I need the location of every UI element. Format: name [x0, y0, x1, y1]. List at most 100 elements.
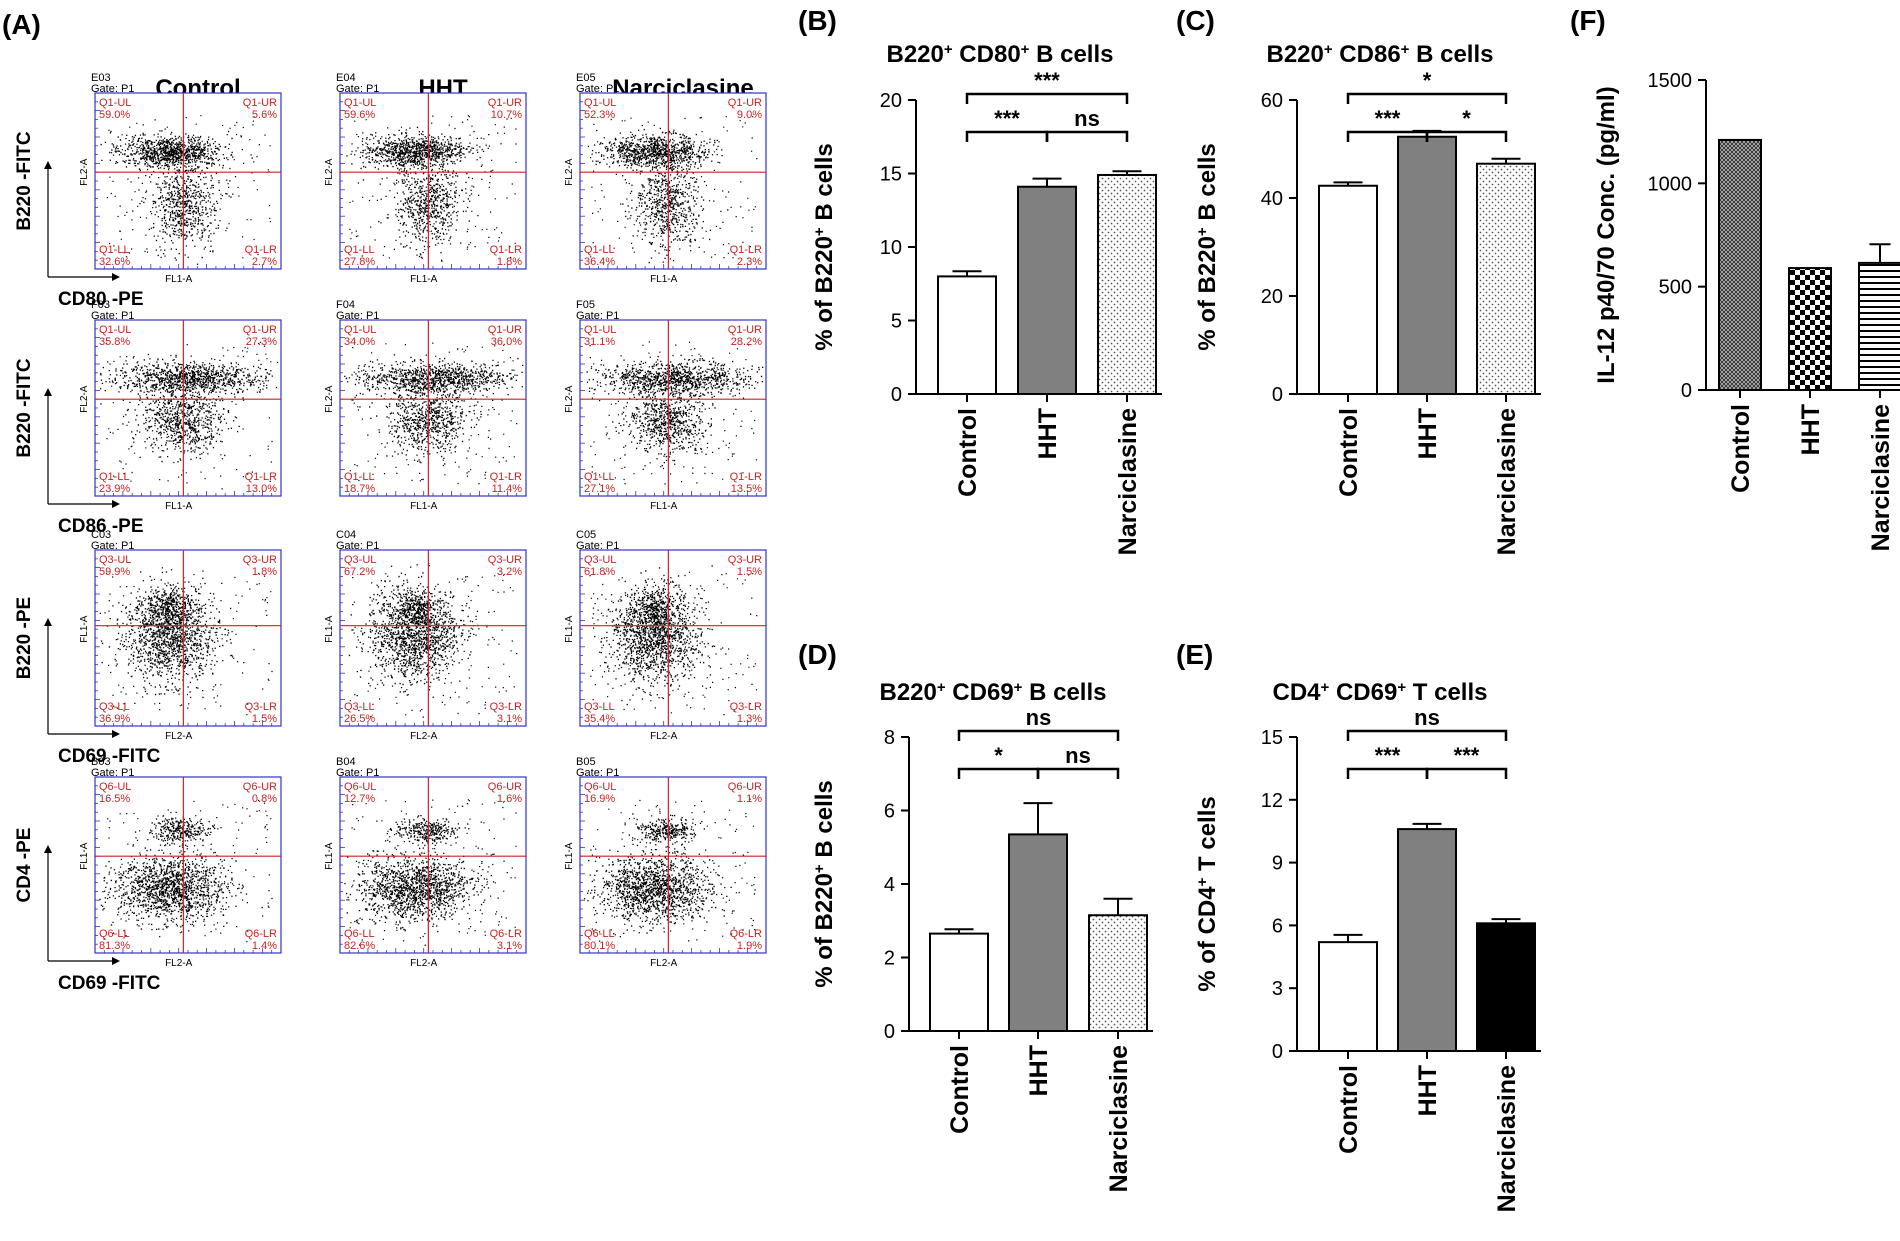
y-marker-label: B220 -FITC [14, 358, 35, 458]
quadrant-ul-name: Q1-UL [99, 324, 131, 336]
quadrant-ur-value: 3.2% [497, 566, 522, 578]
y-axis-label: IL-12 p40/70 Conc. (pg/ml) [1593, 86, 1620, 383]
panel-label-b: (B) [798, 5, 837, 36]
x-marker-label: CD86 -PE [58, 516, 144, 537]
text-part: % of B220 [811, 236, 838, 351]
quadrant-lr-value: 13.5% [731, 483, 762, 495]
bar-control [929, 932, 989, 1032]
text-part: B cells [1022, 679, 1106, 706]
significance-label: * [1423, 68, 1432, 93]
quadrant-ll-value: 18.7% [344, 483, 375, 495]
chart-title: CD4+ CD69+ T cells [1273, 679, 1488, 707]
category-label: HHT [1034, 408, 1062, 459]
superscript: + [944, 41, 953, 58]
y-channel-label: FL2-A [564, 158, 575, 186]
y-axis-label: % of CD4+ T cells [1194, 796, 1222, 991]
quadrant-ll-name: Q6-LL [344, 928, 375, 940]
y-tick-label: 8 [884, 727, 895, 749]
quadrant-ur-name: Q1-UR [488, 97, 522, 109]
text-part: % of B220 [1194, 236, 1221, 351]
quadrant-ll-name: Q6-LL [584, 928, 615, 940]
significance-label: *** [1375, 743, 1401, 768]
arrow-head [112, 500, 120, 508]
significance-bracket [1045, 130, 1129, 142]
quadrant-ll-name: Q1-LL [584, 471, 615, 483]
quadrant-ur-name: Q1-UR [728, 97, 762, 109]
y-tick-label: 0 [1272, 384, 1283, 406]
panel-label-c: (C) [1176, 5, 1215, 36]
gate-label: Gate: P1 [91, 310, 134, 322]
bar-hht [1008, 833, 1068, 1033]
quadrant-ur-name: Q3-UR [243, 554, 277, 566]
category-label: HHT [1414, 408, 1442, 459]
significance-bracket [1425, 767, 1508, 779]
quadrant-lr-name: Q3-LR [245, 701, 277, 713]
y-channel-label: FL2-A [79, 158, 90, 186]
bar-hht [1788, 267, 1832, 392]
quadrant-ll-name: Q3-LL [584, 701, 615, 713]
quadrant-ll-name: Q1-LL [99, 244, 130, 256]
y-tick-label: 15 [1261, 727, 1283, 749]
y-channel-label: FL2-A [79, 385, 90, 413]
text-part: IL-12 p40/70 Conc. (pg/ml) [1593, 86, 1620, 383]
y-axis-label: % of B220+ B cells [811, 143, 839, 351]
quadrant-ul-value: 34.0% [344, 336, 375, 348]
superscript: + [1324, 41, 1333, 58]
superscript: + [811, 864, 828, 873]
quadrant-lr-value: 1.9% [737, 940, 762, 952]
quadrant-lr-name: Q6-LR [490, 928, 522, 940]
significance-label: * [994, 743, 1003, 768]
quadrant-ll-name: Q1-LL [344, 471, 375, 483]
significance-bracket [1425, 130, 1508, 142]
quadrant-ul-name: Q1-UL [584, 97, 616, 109]
superscript: + [1401, 41, 1410, 58]
quadrant-ul-value: 31.1% [584, 336, 615, 348]
quadrant-ll-name: Q3-LL [99, 701, 130, 713]
y-tick-label: 20 [1261, 286, 1283, 308]
quadrant-ul-name: Q3-UL [584, 554, 616, 566]
significance-bracket [1346, 729, 1508, 741]
y-marker-label: B220 -FITC [14, 131, 35, 231]
quadrant-ur-value: 9.0% [737, 109, 762, 121]
quadrant-ur-name: Q6-UR [728, 781, 762, 793]
y-tick-label: 20 [880, 90, 902, 112]
sample-id: F04 [336, 299, 355, 311]
quadrant-lr-value: 2.7% [252, 256, 277, 268]
y-tick-label: 5 [891, 311, 902, 333]
sample-id: B04 [336, 756, 356, 768]
y-tick-label: 4 [884, 874, 895, 896]
bar-hht [1397, 135, 1457, 395]
quadrant-ll-value: 35.4% [584, 713, 615, 725]
category-label: Control [1335, 1065, 1363, 1154]
significance-bracket [1346, 92, 1508, 104]
quadrant-lr-value: 2.3% [737, 256, 762, 268]
chart-title: B220+ CD69+ B cells [880, 679, 1107, 707]
category-label: Control [1335, 408, 1363, 497]
category-label: Narciclasine [1493, 1065, 1521, 1212]
panel-label-e: (E) [1176, 639, 1213, 670]
quadrant-ur-value: 10.7% [491, 109, 522, 121]
y-tick-label: 9 [1272, 853, 1283, 875]
text-part: B cells [1409, 41, 1493, 68]
category-label: Control [946, 1045, 974, 1134]
quadrant-ll-value: 82.6% [344, 940, 375, 952]
panel-label-d: (D) [798, 639, 837, 670]
gate-label: Gate: P1 [91, 83, 134, 95]
quadrant-ul-name: Q1-UL [344, 324, 376, 336]
event-dots [346, 115, 517, 262]
chart-F: (F) 0 500 1000 1500 IL-12 p40/70 Conc. (pg/ml… [1570, 5, 1900, 551]
x-channel-label: FL1-A [650, 274, 678, 285]
quadrant-lr-value: 1.3% [737, 713, 762, 725]
y-axis-label: % of B220+ B cells [1194, 143, 1222, 351]
significance-label: *** [1034, 68, 1060, 93]
x-channel-label: FL2-A [650, 958, 678, 969]
gate-label: Gate: P1 [336, 83, 379, 95]
quadrant-ur-name: Q1-UR [243, 324, 277, 336]
